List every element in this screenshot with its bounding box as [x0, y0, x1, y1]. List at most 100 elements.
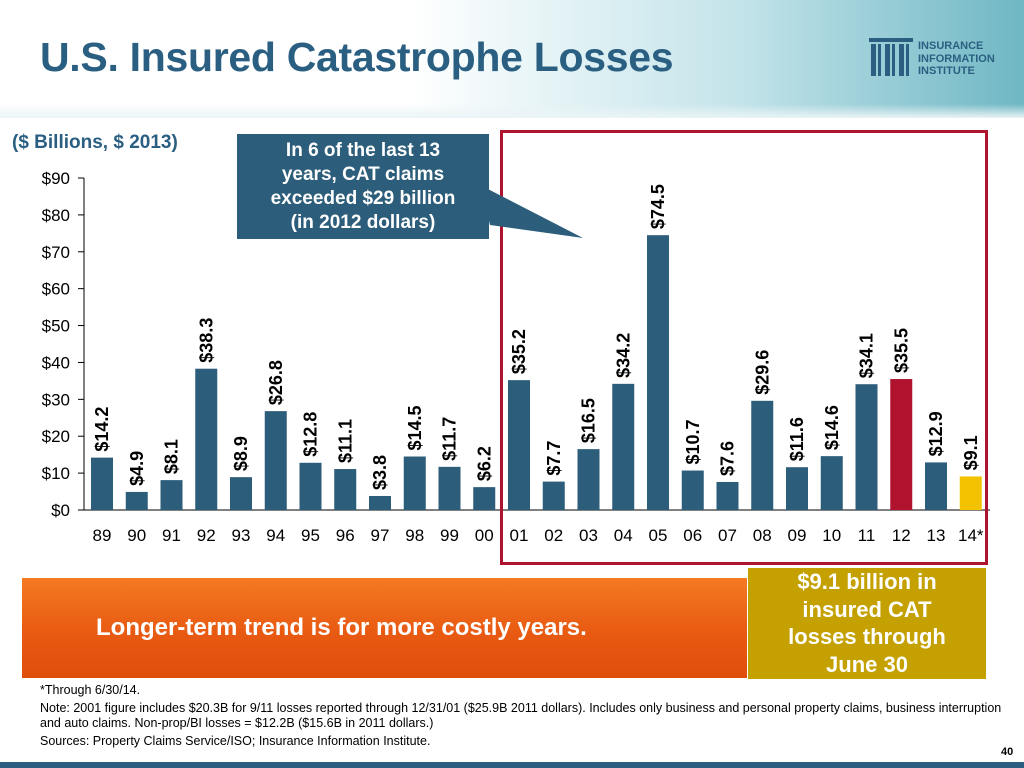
bar-chart: $0 $10 $20 $30 $40 $50 $60 $70 $80 $90 89 $14.2 90 $4… [42, 169, 990, 545]
value-label: $4.9 [127, 451, 147, 486]
bar-06 [681, 470, 704, 510]
value-label: $38.3 [196, 318, 216, 363]
x-tick-label: 91 [162, 526, 181, 545]
x-tick-label: 06 [683, 526, 702, 545]
value-label: $26.8 [266, 360, 286, 405]
value-label: $11.1 [335, 419, 355, 463]
value-label: $35.2 [509, 329, 529, 374]
units-label: ($ Billions, $ 2013) [12, 132, 178, 153]
page-number: 40 [1001, 746, 1014, 758]
value-label: $14.5 [405, 405, 425, 450]
value-label: $8.9 [231, 436, 251, 471]
y-tick-label: $60 [42, 280, 70, 299]
y-tick-label: $50 [42, 317, 70, 336]
trend-text: Longer-term trend is for more costly yea… [96, 614, 587, 641]
x-tick-label: 89 [93, 526, 112, 545]
bar-14* [959, 476, 982, 510]
page-title: U.S. Insured Catastrophe Losses [40, 34, 674, 80]
bar-99 [438, 466, 461, 510]
value-label: $3.8 [370, 455, 390, 490]
bar-96 [334, 469, 357, 510]
bar-02 [542, 481, 565, 510]
iii-logo: INSURANCE INFORMATION INSTITUTE [868, 38, 1018, 80]
callout-line-1: In 6 of the last 13 [285, 140, 441, 161]
x-tick-label: 00 [475, 526, 494, 545]
value-label: $7.7 [544, 441, 564, 476]
y-tick-label: $30 [42, 390, 70, 409]
x-tick-label: 14* [958, 526, 984, 545]
gold-line-4: June 30 [826, 651, 908, 677]
bar-01 [508, 380, 530, 510]
highlight-frame-2001-2014 [500, 130, 988, 565]
footnote-through-date: *Through 6/30/14. [40, 683, 141, 697]
x-tick-label: 03 [579, 526, 598, 545]
bar-90 [125, 491, 148, 510]
bar-09 [786, 467, 808, 510]
bar-93 [230, 477, 252, 510]
x-tick-label: 04 [614, 526, 633, 545]
bar-11 [855, 384, 878, 510]
x-tick-label: 96 [336, 526, 355, 545]
header-band [0, 0, 1024, 118]
value-label: $16.5 [579, 398, 599, 443]
iii-logo-icon [869, 38, 913, 76]
bottom-rule [0, 762, 1024, 768]
gold-line-3: losses through [788, 624, 946, 649]
x-tick-label: 05 [649, 526, 668, 545]
x-tick-label: 90 [127, 526, 146, 545]
footnotes: *Through 6/30/14. Note: 2001 figure incl… [40, 683, 1010, 752]
x-tick-label: 97 [371, 526, 390, 545]
callout-pointer [480, 185, 583, 238]
callout-line-2: years, CAT claims [281, 164, 445, 185]
bar-08 [751, 400, 774, 510]
bar-00 [473, 487, 496, 510]
value-label: $11.6 [787, 417, 807, 461]
x-tick-label: 95 [301, 526, 320, 545]
footnote-note: Note: 2001 figure includes $20.3B for 9/… [40, 701, 1002, 730]
y-tick-label: $90 [42, 169, 70, 188]
bar-03 [577, 449, 600, 510]
x-tick-label: 94 [266, 526, 285, 545]
value-label: $7.6 [718, 441, 738, 476]
bar-89 [91, 457, 113, 510]
trend-banner: Longer-term trend is for more costly yea… [22, 578, 747, 678]
value-label: $14.6 [822, 405, 842, 450]
x-tick-label: 07 [718, 526, 737, 545]
y-tick-label: $70 [42, 243, 70, 262]
bar-07 [716, 481, 739, 510]
x-tick-label: 93 [232, 526, 251, 545]
y-tick-label: $10 [42, 464, 70, 483]
bar-13 [925, 462, 947, 510]
x-tick-label: 01 [510, 526, 529, 545]
x-tick-label: 09 [788, 526, 807, 545]
x-tick-label: 92 [197, 526, 216, 545]
value-label: $6.2 [474, 446, 494, 481]
ytd-losses-box: $9.1 billion in insured CAT losses throu… [748, 568, 986, 679]
footnote-sources: Sources: Property Claims Service/ISO; In… [40, 734, 431, 748]
gold-line-2: insured CAT [802, 596, 932, 622]
logo-line-1: INSURANCE [918, 40, 984, 52]
bar-10 [820, 456, 843, 510]
y-tick-label: $20 [42, 427, 70, 446]
value-label: $14.2 [92, 407, 112, 452]
bar-05 [647, 235, 669, 510]
x-tick-label: 98 [405, 526, 424, 545]
logo-line-2: INFORMATION [918, 52, 995, 65]
x-tick-label: 13 [927, 526, 946, 545]
value-label: $29.6 [752, 350, 772, 395]
x-tick-label: 99 [440, 526, 459, 545]
bar-97 [369, 495, 391, 510]
bar-94 [264, 411, 287, 510]
bar-92 [195, 368, 218, 510]
x-tick-label: 12 [892, 526, 911, 545]
callout-line-3: exceeded $29 billion [270, 188, 456, 209]
bar-12 [890, 379, 913, 510]
value-label: $35.5 [891, 328, 911, 373]
y-tick-label: $0 [51, 501, 70, 520]
callout-line-4: (in 2012 dollars) [290, 212, 436, 233]
y-tick-label: $40 [42, 353, 70, 372]
value-label: $34.2 [613, 333, 633, 378]
bar-98 [403, 456, 426, 510]
x-tick-label: 02 [544, 526, 563, 545]
x-tick-label: 08 [753, 526, 772, 545]
